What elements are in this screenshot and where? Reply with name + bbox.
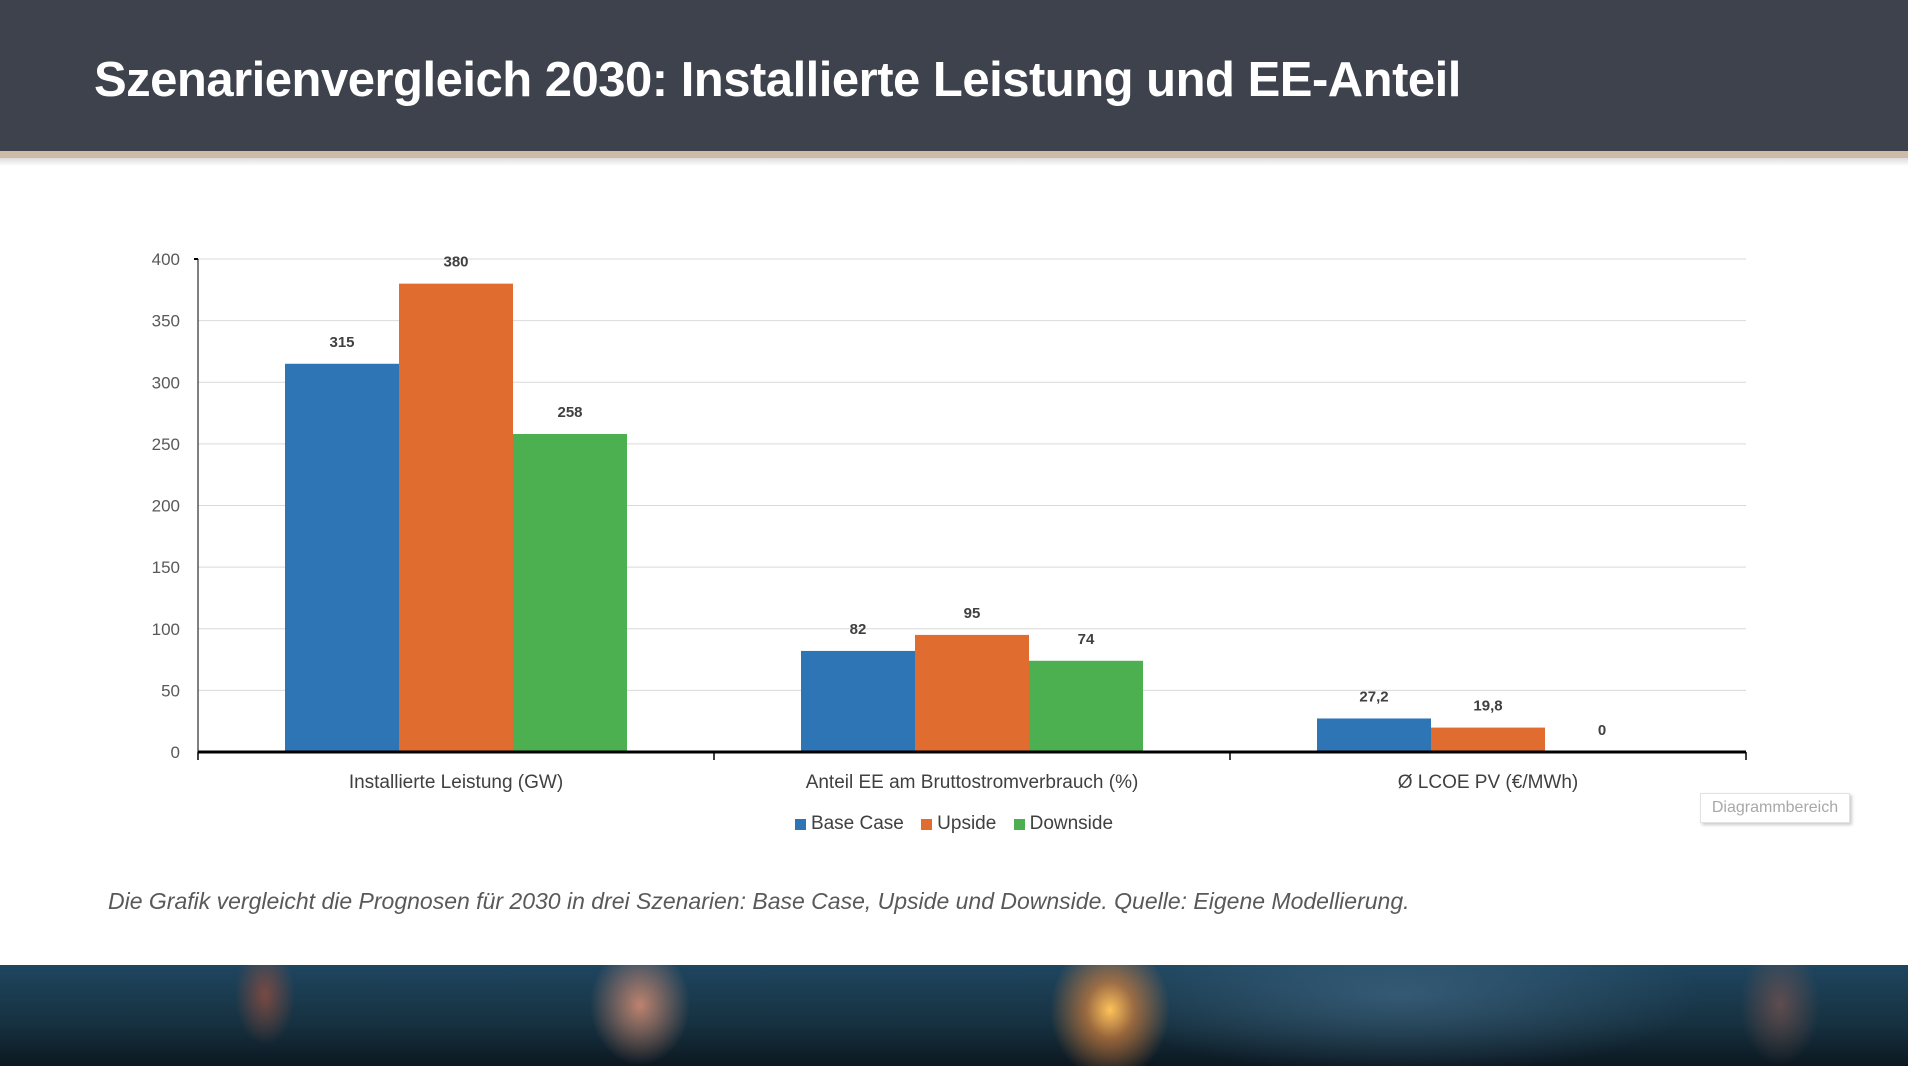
legend-swatch [794, 818, 806, 830]
data-label: 0 [1598, 722, 1606, 739]
data-label: 27,2 [1359, 688, 1388, 705]
legend-label: Downside [1029, 813, 1114, 834]
x-category-label: Ø LCOE PV (€/MWh) [1398, 772, 1579, 793]
legend-item-downside: Downside [1013, 813, 1114, 835]
y-tick-label: 350 [152, 312, 180, 331]
x-category-label: Installierte Leistung (GW) [349, 772, 563, 793]
header-bar: Szenarienvergleich 2030: Installierte Le… [0, 0, 1908, 151]
legend-swatch [921, 818, 933, 830]
bar-downside [1029, 660, 1143, 752]
chart-caption: Die Grafik vergleicht die Prognosen für … [108, 888, 1410, 914]
data-label: 95 [964, 605, 981, 622]
x-category-label: Anteil EE am Bruttostromverbrauch (%) [806, 772, 1139, 793]
header-accent-stripe [0, 151, 1908, 158]
bar-base-case [801, 650, 915, 752]
bar-upside [399, 283, 513, 752]
y-tick-label: 250 [152, 435, 180, 454]
y-tick-label: 100 [152, 620, 180, 639]
data-label: 315 [329, 334, 354, 351]
y-tick-label: 150 [152, 558, 180, 577]
legend-label: Upside [937, 813, 997, 834]
y-tick-label: 0 [171, 743, 180, 762]
data-label: 74 [1078, 631, 1095, 648]
legend-label: Base Case [810, 813, 904, 834]
chart-area-tooltip: Diagrammbereich [1700, 793, 1850, 823]
y-tick-label: 300 [152, 373, 180, 392]
chart-legend: Base Case Upside Downside [0, 813, 1908, 836]
data-label: 19,8 [1473, 698, 1502, 715]
header-shadow [0, 158, 1908, 166]
bar-base-case [1317, 718, 1431, 752]
data-label: 258 [557, 404, 582, 421]
y-tick-label: 400 [152, 250, 180, 269]
data-label: 380 [443, 254, 468, 271]
bar-upside [1431, 727, 1545, 752]
bar-base-case [285, 363, 399, 752]
data-label: 82 [850, 621, 867, 638]
y-tick-label: 50 [161, 681, 180, 700]
bar-downside [513, 434, 627, 752]
y-tick-label: 200 [152, 497, 180, 516]
legend-swatch [1013, 818, 1025, 830]
bar-upside [915, 634, 1029, 752]
legend-item-upside: Upside [921, 813, 996, 835]
page-title: Szenarienvergleich 2030: Installierte Le… [94, 53, 1461, 107]
legend-item-base-case: Base Case [794, 813, 904, 835]
bar-chart[interactable]: 0 50 100 150 200 250 300 350 400 315 380 258 Install… [0, 0, 1908, 800]
footer-background-image [0, 965, 1908, 1066]
